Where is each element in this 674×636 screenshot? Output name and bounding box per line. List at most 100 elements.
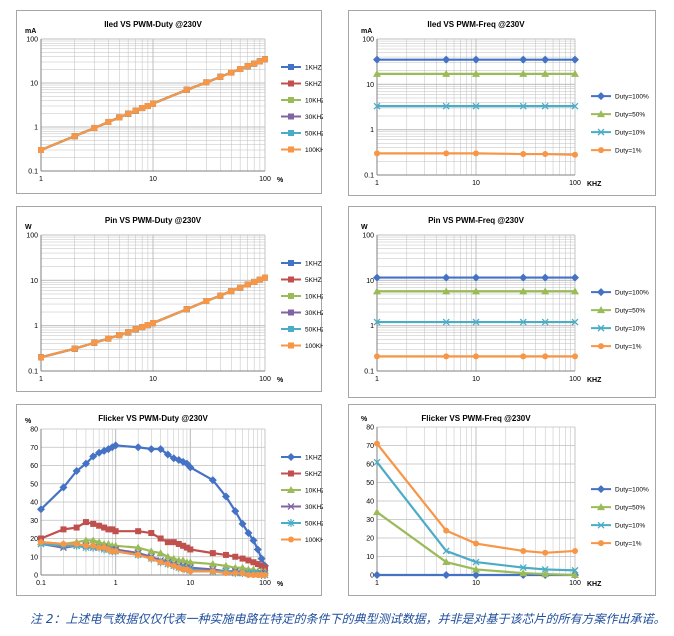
data-point xyxy=(228,69,235,76)
y-tick-label: 30 xyxy=(30,518,38,525)
y-tick-label: 80 xyxy=(366,425,374,432)
data-point xyxy=(96,544,103,551)
data-point xyxy=(139,105,146,112)
series-line xyxy=(376,461,576,572)
legend-marker xyxy=(598,343,604,350)
x-axis-label: KHZ xyxy=(587,181,602,188)
legend-marker xyxy=(597,485,605,494)
legend-label: Duty=100% xyxy=(615,94,649,101)
data-point xyxy=(163,450,172,459)
data-point xyxy=(228,288,235,295)
data-point xyxy=(542,353,549,360)
data-point xyxy=(180,542,187,549)
y-tick-label: 100 xyxy=(26,233,38,240)
legend-label: Duty=1% xyxy=(615,148,642,155)
chart-flicker-duty: 0 10 20 30 40 50 60 70 80 0.1 1 10 100 Flicker VS PWM… xyxy=(25,414,323,588)
legend-marker xyxy=(288,293,294,299)
data-point xyxy=(519,55,528,64)
data-point xyxy=(256,58,263,65)
data-point xyxy=(186,463,195,472)
legend-label: 1KHZ xyxy=(305,65,322,72)
data-point xyxy=(442,102,450,110)
chart-title: Flicker VS PWM-Duty @230V xyxy=(98,414,208,423)
y-tick-label: 10 xyxy=(30,554,38,561)
data-point xyxy=(374,440,380,447)
data-point xyxy=(82,519,89,526)
data-point xyxy=(571,566,579,574)
chart-panel-iled-duty: 0.1 1 10 100 1 10 100 Iled VS PWM-Duty @230V mA%… xyxy=(16,10,323,194)
legend-label: 5KHZ xyxy=(305,471,322,478)
data-point xyxy=(139,324,146,331)
data-point xyxy=(443,353,450,360)
legend-marker xyxy=(288,130,294,136)
legend-marker xyxy=(598,540,604,547)
data-point xyxy=(144,322,151,329)
data-point xyxy=(132,107,139,114)
series-line xyxy=(376,511,576,577)
data-point xyxy=(442,547,450,555)
y-tick-label: 70 xyxy=(366,443,374,450)
data-point xyxy=(148,555,155,562)
data-point xyxy=(442,69,451,77)
data-point xyxy=(472,102,480,110)
y-tick-label: 1 xyxy=(34,323,38,330)
data-point xyxy=(157,535,164,542)
data-point xyxy=(164,561,171,568)
chart-title: Pin VS PWM-Freq @230V xyxy=(428,216,524,225)
chart-title: Flicker VS PWM-Freq @230V xyxy=(421,414,531,423)
data-point xyxy=(262,274,268,281)
data-point xyxy=(105,335,112,342)
data-point xyxy=(135,551,142,558)
data-point xyxy=(572,151,578,158)
data-point xyxy=(262,56,268,63)
x-axis-label: % xyxy=(277,177,284,184)
data-point xyxy=(170,562,177,569)
data-point xyxy=(244,281,251,288)
data-point xyxy=(541,55,550,64)
data-point xyxy=(442,318,450,326)
x-tick-label: 100 xyxy=(259,176,271,183)
legend-label: Duty=50% xyxy=(615,505,645,512)
y-tick-label: 30 xyxy=(366,517,374,524)
x-tick-label: 100 xyxy=(569,580,581,587)
data-point xyxy=(373,318,381,326)
data-point xyxy=(95,538,104,546)
data-point xyxy=(125,329,132,336)
data-point xyxy=(116,332,123,339)
data-point xyxy=(112,548,119,555)
data-point xyxy=(520,353,527,360)
legend-marker xyxy=(597,288,605,297)
data-point xyxy=(231,507,240,516)
legend-label: 100KHZ xyxy=(305,537,323,544)
data-point xyxy=(59,483,68,492)
legend-label: Duty=50% xyxy=(615,308,645,315)
y-tick-label: 100 xyxy=(362,233,374,240)
data-point xyxy=(541,102,549,110)
x-tick-label: 10 xyxy=(472,580,480,587)
data-point xyxy=(150,320,156,327)
data-point xyxy=(170,539,177,546)
y-tick-label: 0.1 xyxy=(28,169,38,176)
data-point xyxy=(134,543,143,551)
y-tick-label: 0.1 xyxy=(364,173,374,180)
data-point xyxy=(519,564,527,572)
data-point xyxy=(237,284,244,291)
data-point xyxy=(89,536,98,544)
data-point xyxy=(82,542,89,549)
data-point xyxy=(175,540,182,547)
y-tick-label: 100 xyxy=(362,37,374,44)
data-point xyxy=(134,443,143,452)
data-point xyxy=(147,445,156,454)
data-point xyxy=(472,318,480,326)
legend-marker xyxy=(288,260,294,266)
legend-marker xyxy=(288,80,294,87)
data-point xyxy=(571,55,579,64)
y-axis-label: % xyxy=(361,416,368,423)
data-point xyxy=(374,150,380,157)
data-point xyxy=(81,459,90,468)
data-point xyxy=(38,539,44,546)
legend-marker xyxy=(287,503,295,510)
data-point xyxy=(541,287,550,295)
